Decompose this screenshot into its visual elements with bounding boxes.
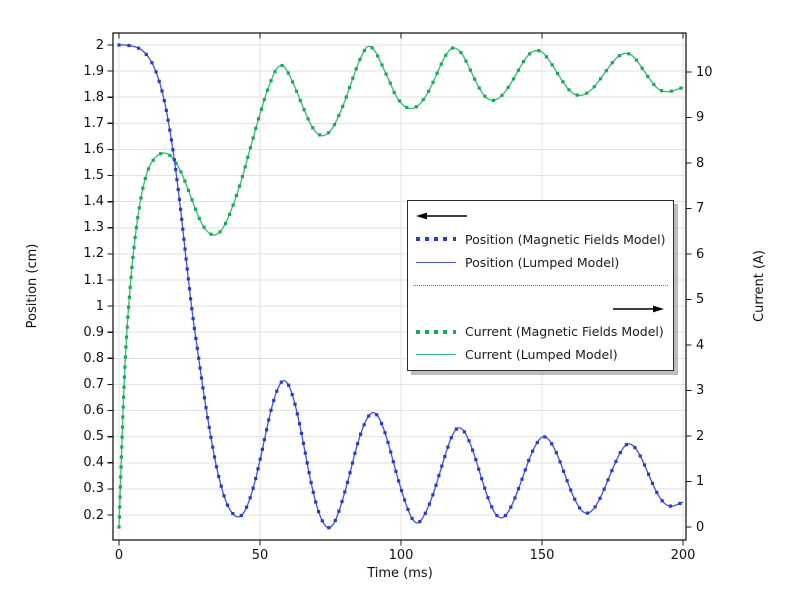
legend-label-position-lumped: Position (Lumped Model) [465, 254, 620, 270]
legend-row-current-mfm: Current (Magnetic Fields Model) [408, 321, 673, 343]
legend-row-position-mfm: Position (Magnetic Fields Model) [408, 228, 673, 250]
legend-label-position-mfm: Position (Magnetic Fields Model) [465, 231, 666, 247]
left-arrow-icon [416, 212, 467, 220]
current-lumped-curve [118, 45, 684, 528]
legend-label-current-lumped: Current (Lumped Model) [465, 347, 618, 363]
right-arrow-icon [613, 305, 664, 313]
legend-row-current-lumped: Current (Lumped Model) [408, 344, 673, 366]
legend-row-position-lumped: Position (Lumped Model) [408, 251, 673, 273]
plot-frame [112, 32, 687, 541]
y-left-axis-title: Position (cm) [25, 243, 40, 329]
legend-key-position-solid [416, 261, 456, 263]
legend-row-left-arrow [408, 205, 673, 227]
legend-label-current-mfm: Current (Magnetic Fields Model) [465, 324, 664, 340]
position-mfm-markers [117, 43, 682, 530]
legend-divider-line [413, 284, 668, 286]
legend-box: Position (Magnetic Fields Model) Positio… [407, 200, 674, 371]
tick-marks [107, 33, 692, 546]
x-axis-title: Time (ms) [367, 566, 433, 581]
legend-key-current-solid [416, 354, 456, 356]
legend-key-position-dotted [416, 237, 456, 241]
y-right-axis-title: Current (A) [752, 250, 767, 322]
legend-key-current-dotted [416, 330, 456, 334]
legend-divider [408, 274, 673, 296]
legend-row-right-arrow [408, 298, 673, 320]
current-mfm-markers [117, 46, 683, 529]
